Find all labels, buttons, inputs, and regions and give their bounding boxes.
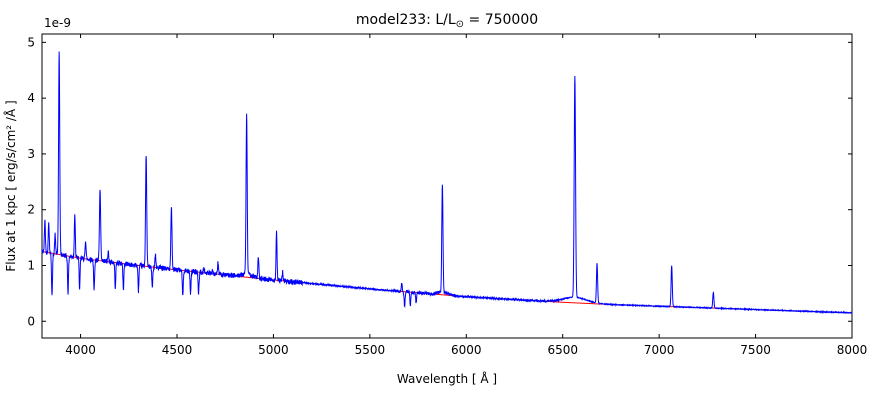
y-tick-label: 3 <box>27 147 35 161</box>
x-tick-label: 8000 <box>837 343 868 357</box>
chart-title-prefix: model233: L/L <box>356 12 456 28</box>
sun-symbol: ⊙ <box>456 19 464 30</box>
y-tick-label: 5 <box>27 35 35 49</box>
y-tick-label: 0 <box>27 314 35 328</box>
x-tick-label: 5500 <box>355 343 386 357</box>
x-tick-label: 4500 <box>162 343 193 357</box>
plot-area <box>41 33 853 339</box>
x-tick-label: 6000 <box>451 343 482 357</box>
spectrum-line <box>41 51 853 315</box>
y-tick-label: 4 <box>27 91 35 105</box>
y-offset-label: 1e-9 <box>44 16 71 30</box>
x-tick-label: 7000 <box>644 343 675 357</box>
x-axis-ticks: 4000 4500 5000 5500 6000 6500 7000 7500 8000 <box>65 34 867 357</box>
chart-title: model233: L/L⊙ = 750000 <box>356 12 538 30</box>
y-tick-label: 1 <box>27 258 35 272</box>
x-tick-label: 5000 <box>258 343 289 357</box>
chart-title-suffix: = 750000 <box>464 12 538 28</box>
x-tick-label: 4000 <box>65 343 96 357</box>
x-tick-label: 7500 <box>740 343 771 357</box>
x-axis-label: Wavelength [ Å ] <box>397 371 497 386</box>
y-axis-label: Flux at 1 kpc [ erg/s/cm² /Å ] <box>3 100 18 271</box>
y-tick-label: 2 <box>27 203 35 217</box>
x-tick-label: 6500 <box>547 343 578 357</box>
y-axis-ticks: 0 1 2 3 4 5 <box>27 35 852 328</box>
